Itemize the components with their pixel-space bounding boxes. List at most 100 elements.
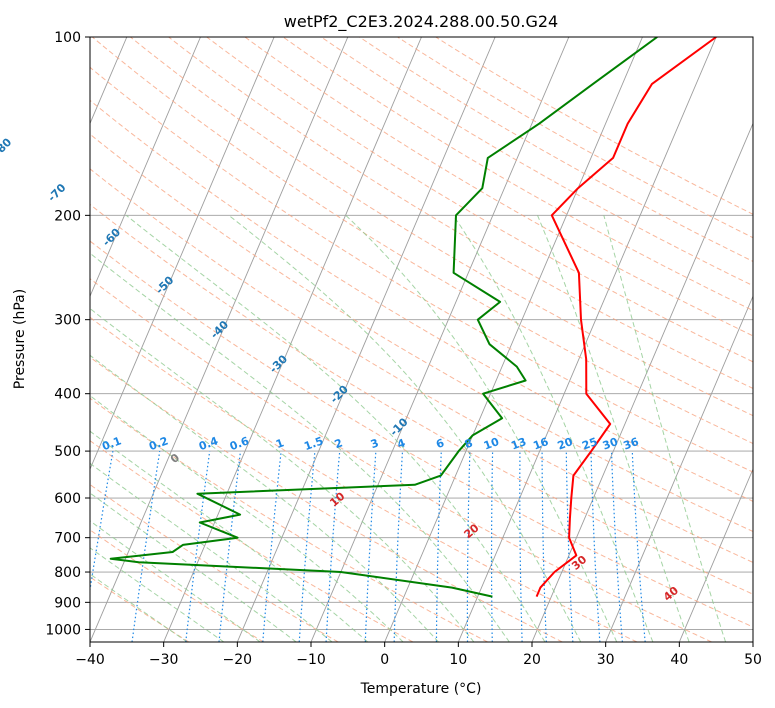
dry-adiabat bbox=[244, 37, 753, 337]
dry-adiabat bbox=[90, 316, 638, 642]
mixing-ratio-line bbox=[631, 451, 646, 642]
mixing-ratio-label: 0.4 bbox=[197, 434, 220, 453]
isotherm bbox=[678, 467, 753, 642]
mixing-ratio-label: 1 bbox=[274, 436, 286, 451]
dry-adiabat bbox=[90, 240, 753, 628]
x-tick-label: −30 bbox=[149, 652, 179, 668]
temperature-profile bbox=[535, 37, 717, 597]
moist-adiabat bbox=[90, 547, 225, 642]
moist-adiabat-label: 30 bbox=[569, 553, 589, 573]
isotherm bbox=[90, 37, 201, 298]
isotherm bbox=[236, 37, 496, 642]
x-tick-label: 20 bbox=[523, 652, 541, 668]
moist-adiabat bbox=[603, 215, 727, 642]
moist-adiabat bbox=[452, 215, 654, 642]
mixing-ratio-label: 25 bbox=[580, 435, 599, 452]
mixing-ratio-line bbox=[298, 451, 316, 642]
mixing-ratio-line bbox=[466, 451, 471, 642]
mixing-ratio-label: 10 bbox=[482, 435, 501, 453]
moist-adiabat-label: 20 bbox=[462, 521, 482, 541]
moist-adiabat bbox=[90, 354, 439, 642]
dry-adiabat bbox=[90, 440, 414, 642]
mixing-ratio-line bbox=[90, 450, 114, 594]
mixing-ratio-label: 30 bbox=[601, 435, 620, 453]
mixing-ratio-line bbox=[590, 451, 601, 642]
mixing-ratio-line bbox=[364, 451, 377, 642]
dry-adiabat bbox=[90, 529, 264, 642]
dry-adiabat bbox=[90, 99, 753, 502]
mixing-ratio-line bbox=[262, 451, 282, 642]
mixing-ratio-label: 13 bbox=[509, 435, 528, 452]
dry-adiabat bbox=[206, 37, 753, 363]
mixing-ratio-label: 0.2 bbox=[147, 434, 170, 453]
moist-adiabat bbox=[90, 492, 297, 642]
isotherm bbox=[90, 37, 275, 471]
dry-adiabat bbox=[168, 37, 753, 389]
axes: −40 −30 −20 −10 0 10 20 30 40 5010020030040050060… bbox=[45, 30, 762, 668]
y-tick-label: 800 bbox=[54, 565, 81, 581]
moist-adiabat-label: 10 bbox=[327, 489, 347, 509]
dry-adiabat bbox=[91, 37, 753, 445]
mixing-ratio-line bbox=[218, 451, 242, 642]
isotherm-label: -70 bbox=[45, 181, 68, 204]
mixing-ratio-line bbox=[490, 451, 494, 642]
moist-adiabat bbox=[90, 430, 369, 642]
moist-adiabat bbox=[345, 214, 618, 642]
y-tick-label: 700 bbox=[54, 531, 81, 547]
isotherm-label: -50 bbox=[153, 273, 176, 296]
x-tick-label: 40 bbox=[670, 652, 688, 668]
x-tick-label: 0 bbox=[380, 652, 389, 668]
x-tick-label: 10 bbox=[449, 652, 467, 668]
profiles bbox=[109, 37, 717, 598]
isotherm bbox=[605, 295, 753, 642]
x-tick-label: 30 bbox=[597, 652, 615, 668]
mixing-ratio-label: 8 bbox=[463, 436, 475, 451]
mixing-ratio-line bbox=[185, 451, 211, 642]
moist-adiabat bbox=[90, 573, 188, 642]
dry-adiabat bbox=[90, 168, 753, 563]
dry-adiabat bbox=[359, 37, 753, 263]
dry-adiabat bbox=[90, 483, 339, 642]
isotherm-label: -80 bbox=[0, 135, 15, 158]
y-tick-label: 100 bbox=[54, 30, 81, 46]
isotherm bbox=[90, 37, 349, 642]
mixing-ratio-line bbox=[131, 451, 161, 642]
in-plot-labels: -100-90-80-70-60-50-40-30-20-100.10.20.4… bbox=[0, 135, 681, 604]
moist-adiabat bbox=[125, 214, 546, 642]
chart-title: wetPf2_C2E3.2024.288.00.50.G24 bbox=[284, 12, 558, 32]
mixing-ratio-label: 4 bbox=[395, 436, 407, 451]
moist-adiabat-label: 40 bbox=[661, 584, 681, 604]
isotherm-label: -40 bbox=[208, 318, 231, 341]
isotherm-label: -20 bbox=[328, 383, 351, 406]
moist-adiabat-label: 0 bbox=[168, 451, 182, 466]
moist-adiabat bbox=[537, 215, 690, 642]
y-axis-label: Pressure (hPa) bbox=[12, 289, 28, 389]
x-tick-label: −10 bbox=[296, 652, 326, 668]
isotherm bbox=[752, 640, 753, 642]
isotherm bbox=[531, 122, 753, 642]
mixing-ratio-label: 36 bbox=[622, 435, 641, 453]
dewpoint-profile bbox=[109, 37, 658, 598]
plot-frame bbox=[89, 36, 754, 643]
dry-adiabat bbox=[90, 278, 712, 642]
dry-adiabat bbox=[90, 397, 488, 642]
dry-adiabat bbox=[90, 576, 190, 642]
dry-adiabat bbox=[90, 203, 753, 595]
y-tick-label: 400 bbox=[54, 387, 81, 403]
y-tick-label: 1000 bbox=[45, 622, 81, 638]
isotherm bbox=[457, 37, 717, 642]
mixing-ratio-label: 3 bbox=[369, 436, 381, 451]
y-tick-label: 300 bbox=[54, 313, 81, 329]
y-tick-label: 600 bbox=[54, 491, 81, 507]
mixing-ratio-label: 6 bbox=[434, 436, 446, 451]
isotherm-label: -30 bbox=[267, 352, 290, 375]
moist-adiabat bbox=[90, 252, 510, 642]
mixing-ratio-label: 16 bbox=[531, 435, 550, 453]
dry-adiabat bbox=[90, 356, 563, 642]
mixing-ratio-label: 20 bbox=[556, 435, 575, 453]
y-tick-label: 200 bbox=[54, 208, 81, 224]
mixing-ratio-label: 0.6 bbox=[228, 434, 251, 453]
moist-adiabat bbox=[90, 462, 333, 642]
x-tick-label: −20 bbox=[223, 652, 253, 668]
